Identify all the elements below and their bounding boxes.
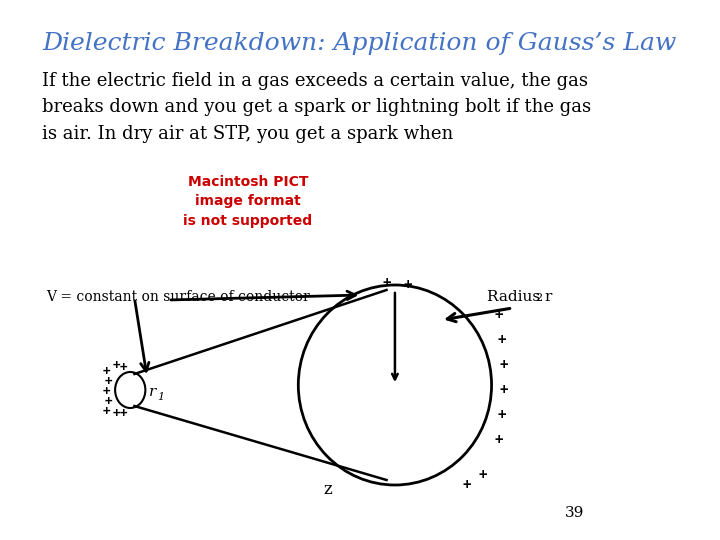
Text: 2: 2 [535, 293, 542, 303]
Text: +: + [103, 386, 110, 399]
Text: +: + [113, 360, 120, 373]
Text: +: + [103, 406, 110, 419]
Text: +: + [103, 366, 110, 379]
Text: z: z [323, 482, 332, 498]
Text: +: + [499, 383, 508, 397]
Text: 39: 39 [564, 506, 584, 520]
Text: Dielectric Breakdown: Application of Gauss’s Law: Dielectric Breakdown: Application of Gau… [42, 32, 676, 55]
Text: +: + [479, 468, 487, 482]
Text: 1: 1 [157, 392, 164, 402]
Text: +: + [382, 276, 391, 290]
Text: If the electric field in a gas exceeds a certain value, the gas
breaks down and : If the electric field in a gas exceeds a… [42, 72, 591, 143]
Text: +: + [498, 408, 506, 422]
Text: +: + [113, 408, 120, 421]
Text: +: + [499, 358, 508, 372]
Text: +: + [498, 333, 506, 347]
Text: +: + [104, 395, 112, 408]
Text: +: + [403, 278, 412, 292]
Text: +: + [120, 361, 127, 375]
Text: +: + [104, 375, 112, 388]
Text: r: r [149, 385, 156, 399]
Text: +: + [120, 408, 127, 421]
Text: Macintosh PICT
image format
is not supported: Macintosh PICT image format is not suppo… [184, 175, 312, 228]
Text: +: + [494, 433, 503, 447]
Text: Radius r: Radius r [487, 290, 553, 304]
Text: +: + [462, 478, 471, 492]
Text: +: + [494, 308, 503, 322]
Text: V = constant on surface of conductor: V = constant on surface of conductor [46, 290, 310, 304]
